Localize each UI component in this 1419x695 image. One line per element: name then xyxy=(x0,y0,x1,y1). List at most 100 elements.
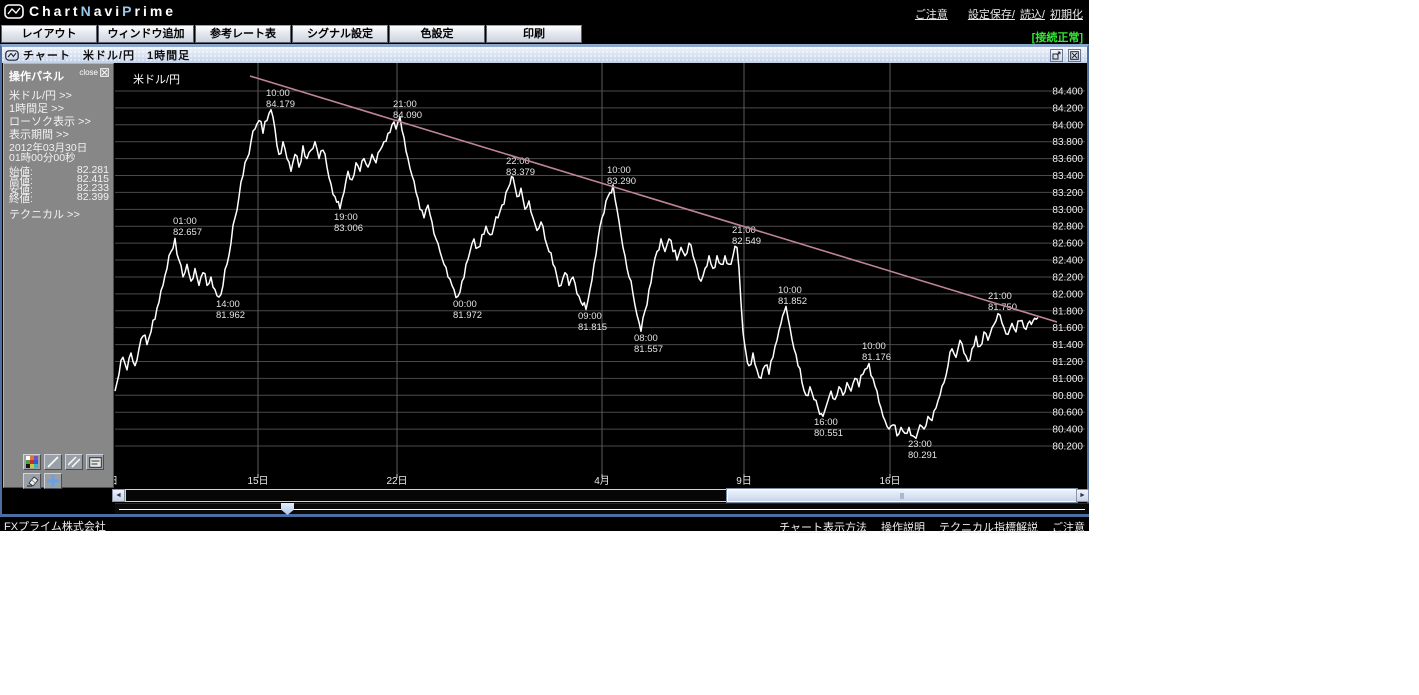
operation-panel: 操作パネル close 米ドル/円 >> 1時間足 >> ローソク表示 >> 表… xyxy=(3,63,114,489)
connection-status: [接続正常] xyxy=(1031,32,1083,44)
logo-text: ChartNaviPrime xyxy=(29,3,177,19)
svg-text:84.090: 84.090 xyxy=(393,110,422,121)
ohlc-close-row: 終値: 82.399 xyxy=(9,191,109,205)
period-slider-thumb[interactable] xyxy=(281,503,294,515)
chart-window-titlebar[interactable]: チャート 米ドル/円 1時間足 xyxy=(2,47,1087,63)
svg-text:83.800: 83.800 xyxy=(1052,137,1083,148)
restore-icon xyxy=(1052,51,1061,60)
chartnavi-prime-app: ChartNaviPrime ご注意 設定保存/読込/初期化 レイアウト ウィンド… xyxy=(0,0,1089,534)
svg-text:83.379: 83.379 xyxy=(506,167,535,178)
svg-text:80.400: 80.400 xyxy=(1052,425,1083,436)
svg-text:10:00: 10:00 xyxy=(778,285,802,296)
panel-link-technical[interactable]: テクニカル >> xyxy=(9,209,80,221)
close-window-button[interactable] xyxy=(1068,49,1081,62)
svg-text:00:00: 00:00 xyxy=(453,299,477,310)
technical-help-link[interactable]: テクニカル指標解説 xyxy=(939,522,1038,534)
operation-help-link[interactable]: 操作説明 xyxy=(881,522,925,534)
scrollbar-right-arrow[interactable]: ► xyxy=(1076,489,1089,502)
ohlc-open-row: 始値: 82.281 xyxy=(9,164,109,178)
svg-text:15日: 15日 xyxy=(247,476,268,487)
svg-text:22:00: 22:00 xyxy=(506,156,530,167)
svg-text:09:00: 09:00 xyxy=(578,311,602,322)
scrollbar-left-arrow[interactable]: ◄ xyxy=(112,489,125,502)
svg-text:81.852: 81.852 xyxy=(778,296,807,307)
svg-text:83.400: 83.400 xyxy=(1052,171,1083,182)
slider-line xyxy=(119,509,1085,510)
panel-link-timeframe[interactable]: 1時間足 >> xyxy=(9,103,65,115)
svg-text:81.815: 81.815 xyxy=(578,322,607,333)
color-palette-tool-button[interactable] xyxy=(23,454,41,470)
crosshair-icon xyxy=(47,475,59,487)
scrollbar-thumb[interactable] xyxy=(726,488,1078,503)
svg-text:16:00: 16:00 xyxy=(814,417,838,428)
panel-link-symbol[interactable]: 米ドル/円 >> xyxy=(9,90,72,102)
statusbar-links: チャート表示方法 操作説明 テクニカル指標解説 ご注意 xyxy=(765,518,1085,536)
panel-link-display[interactable]: ローソク表示 >> xyxy=(9,116,91,128)
restore-window-button[interactable] xyxy=(1050,49,1063,62)
svg-text:01:00: 01:00 xyxy=(173,216,197,227)
parallel-lines-tool-button[interactable] xyxy=(65,454,83,470)
text-label-icon xyxy=(88,456,102,468)
svg-text:81.800: 81.800 xyxy=(1052,306,1083,317)
svg-text:80.291: 80.291 xyxy=(908,450,937,461)
settings-load-link[interactable]: 読込/ xyxy=(1019,9,1045,21)
svg-text:83.006: 83.006 xyxy=(334,223,363,234)
svg-text:83.600: 83.600 xyxy=(1052,154,1083,165)
close-icon xyxy=(100,68,109,77)
menu-rate-table-button[interactable]: 参考レート表 xyxy=(195,25,291,43)
settings-save-link[interactable]: 設定保存/ xyxy=(967,9,1015,21)
svg-text:82.200: 82.200 xyxy=(1052,272,1083,283)
instrument-label: 米ドル/円 xyxy=(133,74,181,86)
crosshair-tool-button[interactable] xyxy=(44,473,62,489)
svg-text:80.551: 80.551 xyxy=(814,428,843,439)
svg-text:81.400: 81.400 xyxy=(1052,340,1083,351)
svg-text:08:00: 08:00 xyxy=(634,333,658,344)
svg-text:16日: 16日 xyxy=(879,476,900,487)
svg-text:82.549: 82.549 xyxy=(732,236,761,247)
caution-link[interactable]: ご注意 xyxy=(914,9,948,21)
chart-help-link[interactable]: チャート表示方法 xyxy=(779,522,867,534)
menu-add-window-button[interactable]: ウィンドウ追加 xyxy=(98,25,194,43)
svg-text:10:00: 10:00 xyxy=(607,165,631,176)
svg-text:84.200: 84.200 xyxy=(1052,103,1083,114)
header-links: ご注意 設定保存/読込/初期化 xyxy=(915,5,1083,23)
svg-text:19:00: 19:00 xyxy=(334,212,358,223)
svg-text:4月: 4月 xyxy=(594,475,610,487)
svg-text:82.400: 82.400 xyxy=(1052,256,1083,267)
wave-chart-icon xyxy=(4,3,24,19)
svg-text:82.600: 82.600 xyxy=(1052,239,1083,250)
svg-text:81.176: 81.176 xyxy=(862,352,891,363)
ohlc-high-row: 高値: 82.415 xyxy=(9,173,109,187)
menu-layout-button[interactable]: レイアウト xyxy=(1,25,97,43)
caution-link-bottom[interactable]: ご注意 xyxy=(1052,522,1085,534)
app-logo: ChartNaviPrime xyxy=(4,3,176,19)
svg-text:81.000: 81.000 xyxy=(1052,374,1083,385)
menu-color-button[interactable]: 色設定 xyxy=(389,25,485,43)
eraser-icon xyxy=(26,476,39,487)
menu-print-button[interactable]: 印刷 xyxy=(486,25,582,43)
svg-text:80.800: 80.800 xyxy=(1052,391,1083,402)
menu-signal-button[interactable]: シグナル設定 xyxy=(292,25,388,43)
svg-text:81.200: 81.200 xyxy=(1052,357,1083,368)
settings-reset-link[interactable]: 初期化 xyxy=(1050,9,1083,21)
svg-text:10:00: 10:00 xyxy=(266,88,290,99)
menu-bar: レイアウト ウィンドウ追加 参考レート表 シグナル設定 色設定 印刷 [接続正常… xyxy=(0,24,1089,44)
trend-line-tool-button[interactable] xyxy=(44,454,62,470)
price-chart-canvas[interactable]: 84.400 84.200 84.000 83.800 83.600 83.400 83.2… xyxy=(100,63,1087,488)
parallel-lines-icon xyxy=(68,456,80,468)
svg-text:81.972: 81.972 xyxy=(453,310,482,321)
svg-text:23:00: 23:00 xyxy=(908,439,932,450)
period-slider-track[interactable] xyxy=(115,503,1089,514)
svg-text:83.200: 83.200 xyxy=(1052,188,1083,199)
svg-text:80.600: 80.600 xyxy=(1052,408,1083,419)
drawing-tools xyxy=(23,454,113,492)
svg-text:81.557: 81.557 xyxy=(634,344,663,355)
mdi-workspace xyxy=(0,44,1089,517)
panel-link-period[interactable]: 表示期間 >> xyxy=(9,129,69,141)
eraser-tool-button[interactable] xyxy=(23,473,41,489)
text-label-tool-button[interactable] xyxy=(86,454,104,470)
panel-close-button[interactable]: close xyxy=(79,68,109,77)
svg-text:80.200: 80.200 xyxy=(1052,442,1083,453)
svg-text:83.000: 83.000 xyxy=(1052,205,1083,216)
svg-text:9日: 9日 xyxy=(736,476,752,487)
